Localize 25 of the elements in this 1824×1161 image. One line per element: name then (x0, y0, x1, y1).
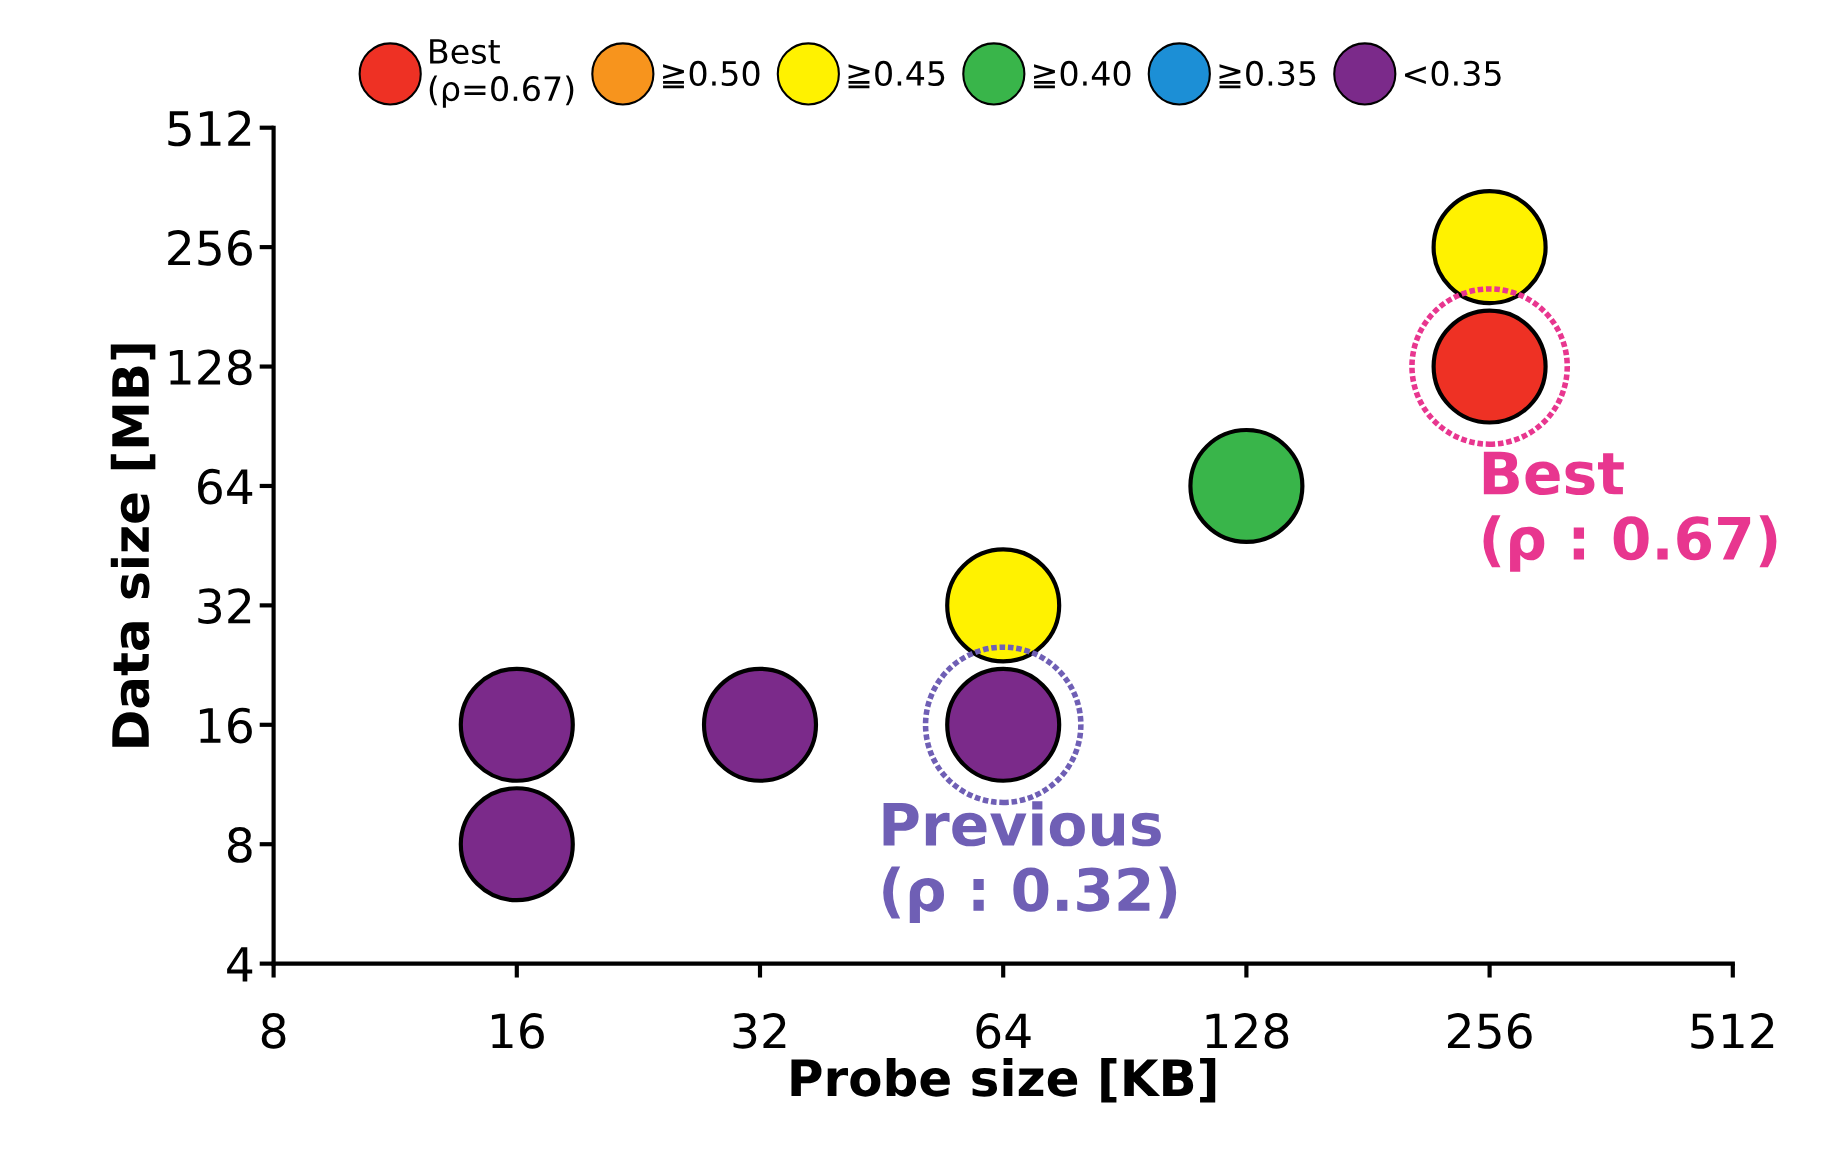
x-tick-label: 128 (1206, 1013, 1289, 1049)
x-tick-label: 64 (976, 1013, 1031, 1049)
annotation: Best (ρ : 0.67) (1483, 451, 1777, 572)
x-tick-label: 256 (1447, 1013, 1532, 1049)
x-tick-label: 8 (261, 1013, 286, 1049)
legend-label: ≧0.45 (848, 60, 945, 89)
x-tick-label: 32 (733, 1013, 786, 1049)
legend-label: <0.35 (1404, 60, 1501, 87)
y-tick-label: 4 (227, 947, 253, 982)
legend-label: ≧0.50 (663, 60, 760, 89)
x-axis-title: Probe size [KB] (791, 1057, 1216, 1103)
y-tick-label: 64 (198, 468, 253, 505)
legend-label: ≧0.40 (1034, 60, 1131, 89)
y-tick-label: 8 (228, 827, 252, 863)
y-axis-title: Data size [MB] (110, 344, 156, 747)
y-tick-label: 128 (169, 349, 252, 386)
x-tick-label: 512 (1691, 1013, 1774, 1049)
y-tick-label: 32 (198, 588, 251, 624)
y-tick-label: 16 (199, 707, 252, 744)
y-tick-label: 256 (168, 230, 252, 266)
legend-label: ≧0.35 (1219, 60, 1316, 89)
x-tick-label: 16 (491, 1013, 544, 1049)
legend-label: Best (ρ=0.67) (429, 39, 574, 108)
y-tick-label: 512 (168, 110, 251, 147)
annotation: Previous (ρ : 0.32) (883, 801, 1177, 923)
